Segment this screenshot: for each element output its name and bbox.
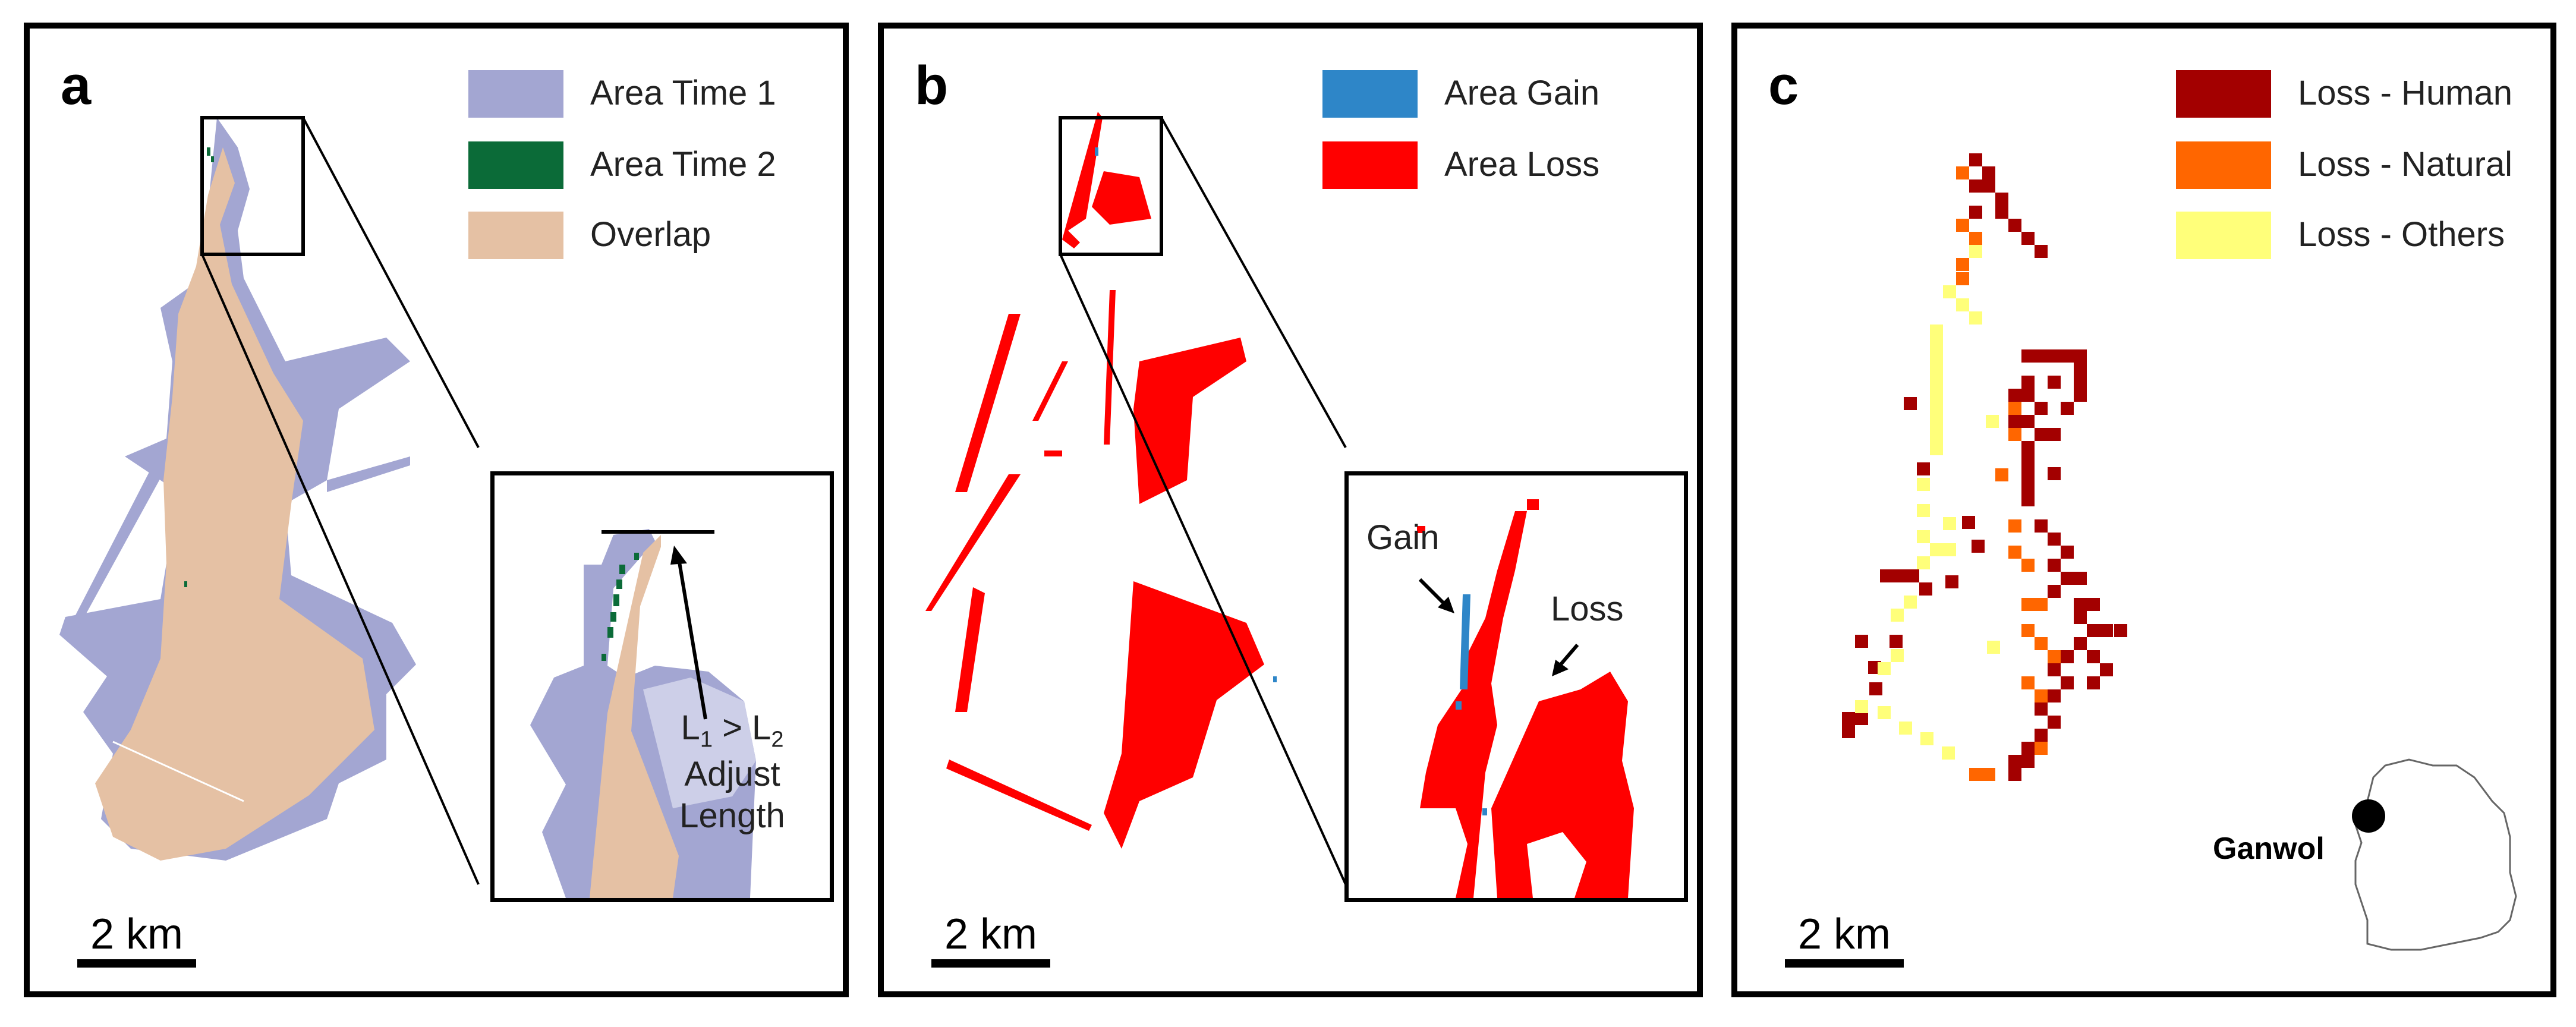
area-time2-marks: [184, 147, 214, 587]
legend-swatch: [2176, 212, 2271, 259]
legend-label: Loss - Natural: [2298, 145, 2513, 184]
legend-label: Overlap: [590, 215, 711, 254]
panel-letter: c: [1768, 55, 1799, 116]
annot-length: Length: [679, 796, 785, 835]
annot-adjust: Adjust: [684, 755, 780, 794]
panel-a: a Area Time 1 Area Time: [24, 23, 849, 997]
zoom-inset: L1 > L2 Adjust Length: [490, 471, 834, 902]
annot-l1: L: [681, 708, 700, 747]
scale-bar-line: [77, 959, 196, 968]
scale-bar: 2 km: [77, 913, 196, 968]
annot-gt: > L: [712, 708, 771, 747]
panel-letter: b: [915, 55, 949, 116]
inset-map: [530, 529, 756, 898]
scale-bar-line: [1785, 959, 1904, 968]
inset-map: [1417, 499, 1634, 898]
location-label: Ganwol: [2213, 831, 2325, 866]
legend-swatch: [1322, 70, 1418, 118]
legend-label: Area Loss: [1444, 145, 1600, 184]
legend-swatch: [2176, 141, 2271, 189]
scale-bar-label: 2 km: [1797, 911, 1891, 958]
legend-swatch: [468, 212, 563, 259]
scale-bar-line: [931, 959, 1050, 968]
zoom-box: [200, 116, 305, 256]
panel-letter: a: [61, 55, 92, 116]
wetland-map-time-comparison: [59, 116, 480, 885]
scale-bar-label: 2 km: [944, 911, 1038, 958]
wetland-map-gain-loss: [925, 112, 1347, 885]
scale-bar-label: 2 km: [90, 911, 184, 958]
legend-label: Loss - Others: [2298, 215, 2505, 254]
legend-label: Area Time 2: [590, 145, 776, 184]
legend-label: Area Gain: [1444, 74, 1600, 112]
legend-swatch: [2176, 70, 2271, 118]
zoom-box: [1059, 116, 1163, 256]
scale-bar: 2 km: [931, 913, 1050, 968]
loss-grid-cells: [1842, 153, 2127, 781]
zoom-inset: Gain Loss: [1344, 471, 1688, 902]
location-marker: [2352, 799, 2385, 833]
gain-label: Gain: [1366, 518, 1440, 557]
area-gain-marks: [1095, 147, 1277, 682]
panel-c: c: [1731, 23, 2556, 997]
area-loss-shape: [925, 112, 1264, 849]
korea-locator-map: [2354, 758, 2517, 951]
overlap-shape: [95, 147, 374, 861]
legend-label: Loss - Human: [2298, 74, 2513, 112]
legend-swatch: [1322, 141, 1418, 189]
annot-sub1: 1: [700, 727, 713, 752]
loss-label: Loss: [1551, 590, 1624, 628]
scale-bar: 2 km: [1785, 913, 1904, 968]
panel-b: b Area Gain Area Loss: [878, 23, 1703, 997]
legend-swatch: [468, 141, 563, 189]
legend-label: Area Time 1: [590, 74, 776, 112]
legend-swatch: [468, 70, 563, 118]
loss-cause-grid-map: [1842, 153, 2517, 951]
annot-sub2: 2: [771, 727, 784, 752]
length-annotation: L1 > L2 Adjust Length: [655, 707, 810, 836]
